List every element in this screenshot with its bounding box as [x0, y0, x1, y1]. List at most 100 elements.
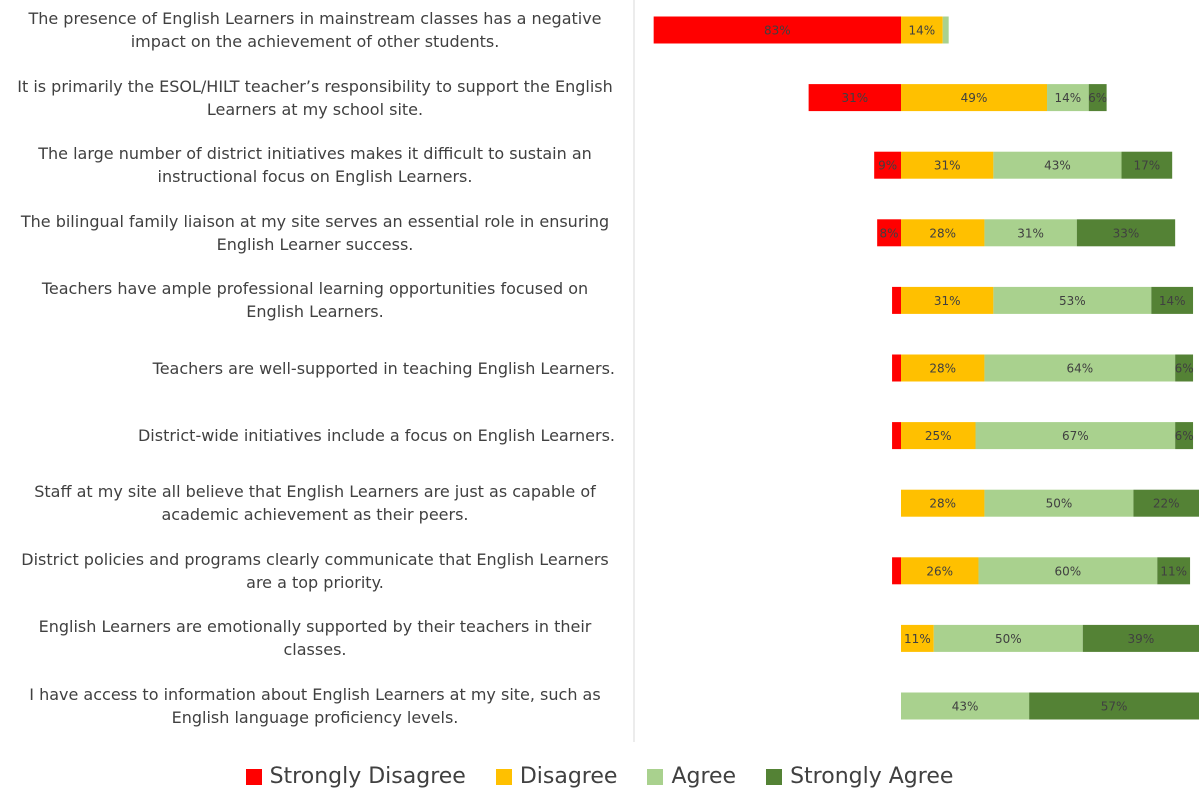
bar-segment [1029, 692, 1199, 720]
bar-segment [1121, 151, 1173, 179]
bar-segment [984, 489, 1134, 517]
category-row: It is primarily the ESOL/HILT teacher’s … [5, 68, 615, 128]
value-label: 9% [878, 159, 897, 173]
value-label: 39% [1128, 632, 1155, 646]
bar-segment [1151, 286, 1194, 314]
value-label: 11% [904, 632, 931, 646]
bar-segment [892, 557, 901, 585]
bar-segment [1088, 84, 1107, 112]
bar-segment [1175, 422, 1194, 450]
category-row: The large number of district initiatives… [5, 135, 615, 195]
category-row: English Learners are emotionally support… [5, 608, 615, 668]
bar-segment [892, 422, 901, 450]
bar-segment [1076, 219, 1176, 247]
category-label: It is primarily the ESOL/HILT teacher’s … [17, 76, 613, 119]
category-row: Teachers have ample professional learnin… [5, 270, 615, 330]
category-label: The presence of English Learners in main… [28, 9, 602, 51]
bar-segment [901, 84, 1048, 112]
value-label: 25% [925, 429, 952, 443]
value-label: 8% [880, 226, 899, 240]
legend-label: Disagree [519, 764, 618, 789]
value-label: 33% [1113, 226, 1140, 240]
value-label: 49% [961, 91, 988, 105]
value-label: 60% [1055, 564, 1082, 578]
value-label: 17% [1134, 159, 1161, 173]
bar-segment [1133, 489, 1199, 517]
category-label: District policies and programs clearly c… [21, 549, 609, 592]
chart: 83% 14% 31% 49% 14% 6% 9% 31% 43% 17% 8% 28% 31% 33% 3… [633, 0, 1199, 742]
value-label: 28% [929, 497, 956, 511]
value-label: 43% [1044, 159, 1071, 173]
bar-segment [984, 219, 1077, 247]
bar-segment [933, 624, 1083, 652]
bar-segment [901, 557, 979, 585]
value-label: 64% [1066, 362, 1093, 376]
category-label: Staff at my site all believe that Englis… [34, 482, 596, 525]
legend-item: Strongly Agree [766, 764, 953, 789]
bar-segment [984, 354, 1176, 382]
legend-label: Agree [671, 764, 737, 789]
category-label: English Learners are emotionally support… [38, 617, 592, 660]
value-label: 50% [1046, 497, 1073, 511]
bar-segment [653, 16, 901, 44]
category-label: The large number of district initiatives… [38, 144, 592, 187]
category-row: District policies and programs clearly c… [5, 541, 615, 601]
value-label: 11% [1160, 564, 1187, 578]
value-label: 43% [952, 700, 979, 714]
bar-segment [901, 692, 1030, 720]
legend-item: Agree [647, 764, 736, 789]
bar-segment [993, 151, 1122, 179]
bar-segment [877, 219, 901, 247]
value-label: 22% [1153, 497, 1180, 511]
category-label: District-wide initiatives include a focu… [137, 426, 615, 446]
category-row: District-wide initiatives include a focu… [5, 406, 615, 466]
value-label: 6% [1088, 91, 1107, 105]
value-label: 28% [929, 226, 956, 240]
legend-swatch [245, 768, 262, 785]
bar-segment [978, 557, 1158, 585]
legend-swatch [647, 768, 664, 785]
value-label: 14% [1055, 91, 1082, 105]
legend-swatch [495, 768, 512, 785]
value-label: 26% [926, 564, 953, 578]
bar-segment [892, 354, 901, 382]
bar-segment [901, 354, 985, 382]
legend-item: Disagree [495, 764, 618, 789]
legend-label: Strongly Agree [790, 764, 954, 789]
bar-segment [901, 286, 994, 314]
bar-segment [993, 286, 1152, 314]
category-row: Staff at my site all believe that Englis… [5, 473, 615, 533]
bar-segment [1082, 624, 1199, 652]
category-row: I have access to information about Engli… [5, 676, 615, 736]
value-label: 31% [1017, 226, 1044, 240]
value-label: 83% [764, 24, 791, 38]
category-label: I have access to information about Engli… [29, 685, 601, 727]
bar-segment [808, 84, 901, 112]
bar-segment [901, 219, 985, 247]
legend-item: Strongly Disagree [245, 764, 466, 789]
legend-swatch [766, 768, 783, 785]
value-label: 50% [995, 632, 1022, 646]
value-label: 14% [909, 24, 936, 38]
bar-segment [1047, 84, 1089, 112]
value-label: 6% [1175, 362, 1194, 376]
value-label: 28% [929, 362, 956, 376]
bar-segment [901, 422, 976, 450]
value-label: 31% [934, 159, 961, 173]
category-label: Teachers are well-supported in teaching … [152, 358, 615, 378]
bar-segment [901, 489, 985, 517]
value-label: 67% [1062, 429, 1089, 443]
bar-segment [1157, 557, 1191, 585]
value-label: 31% [934, 294, 961, 308]
bar-segment [901, 16, 943, 44]
bar-segment [901, 624, 934, 652]
value-label: 57% [1101, 700, 1128, 714]
value-label: 31% [841, 91, 868, 105]
value-label: 6% [1175, 429, 1194, 443]
category-row: The bilingual family liaison at my site … [5, 203, 615, 263]
legend-label: Strongly Disagree [269, 764, 466, 789]
bar-segment [901, 151, 994, 179]
category-label: The bilingual family liaison at my site … [20, 211, 610, 254]
category-label: Teachers have ample professional learnin… [41, 279, 589, 322]
